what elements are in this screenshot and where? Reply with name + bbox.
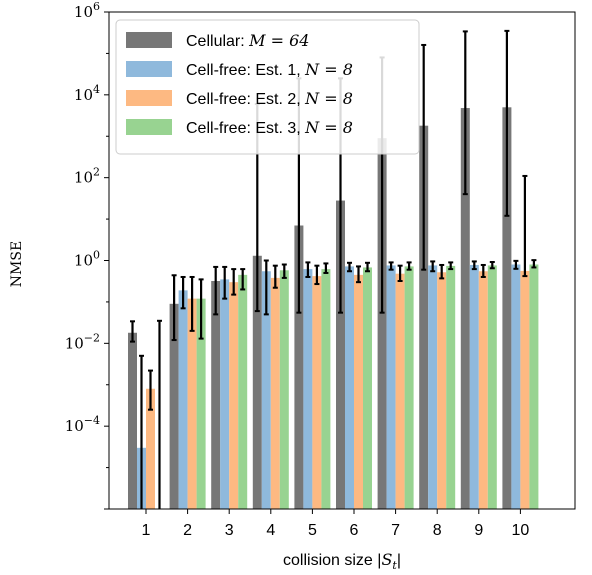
- y-tick-label-exponent: 4: [93, 83, 100, 96]
- bar-s4-c6: [363, 267, 372, 509]
- y-axis-label: NMSE: [9, 241, 25, 287]
- y-tick-label-base: 10: [74, 86, 93, 104]
- bar-s3-c5: [312, 276, 322, 509]
- bar-s4-c5: [321, 269, 331, 509]
- bar-s1-c3: [211, 281, 221, 509]
- legend-label-text: Cellular:: [186, 33, 249, 50]
- y-tick-label-exponent: −4: [84, 414, 100, 427]
- y-tick-label-exponent: 2: [93, 166, 100, 179]
- legend-label-2: Cell-free: Est. 1, N = 8: [186, 60, 353, 79]
- y-tick-label-exponent: 6: [93, 0, 100, 13]
- x-tick-label: 10: [512, 522, 530, 539]
- x-axis-label-text: collision size |: [283, 552, 381, 569]
- legend-swatch-1: [126, 32, 172, 48]
- bar-s3-c4: [270, 277, 280, 509]
- legend-label-text: Cell-free: Est. 2,: [186, 91, 305, 108]
- y-tick-label: 104: [74, 83, 100, 104]
- bar-s1-c7: [377, 138, 387, 509]
- legend-label-4: Cell-free: Est. 3, N = 8: [186, 118, 353, 137]
- x-axis-label-subscript: t: [392, 559, 397, 572]
- bar-s2-c5: [303, 269, 313, 509]
- bar-s1-c6: [336, 200, 345, 509]
- bar-s2-c9: [469, 264, 479, 509]
- legend-label-math: N = 8: [304, 89, 353, 108]
- bar-s2-c2: [178, 290, 188, 509]
- y-tick-label-base: 10: [74, 3, 93, 21]
- bar-s3-c7: [395, 273, 405, 509]
- y-tick-label: 102: [74, 166, 100, 187]
- bar-s4-c4: [279, 270, 289, 509]
- bar-s3-c3: [229, 282, 239, 509]
- x-axis-label-close: |: [397, 552, 401, 569]
- y-tick-label-base: 10: [65, 334, 84, 352]
- bar-s2-c4: [261, 271, 271, 509]
- y-tick-label-exponent: −2: [84, 331, 100, 344]
- legend-label-math: M = 64: [248, 31, 309, 50]
- x-tick-label: 9: [474, 522, 483, 539]
- y-tick-label: 10−4: [65, 414, 100, 435]
- x-tick-label: 1: [142, 522, 151, 539]
- bar-s1-c5: [294, 225, 304, 509]
- bar-s3-c9: [478, 271, 488, 509]
- x-axis-label: collision size |St|: [283, 550, 401, 572]
- bar-s3-c10: [520, 270, 530, 509]
- y-tick-label: 10−2: [65, 331, 100, 352]
- bar-s2-c10: [511, 264, 521, 509]
- bar-s3-c2: [187, 298, 197, 509]
- bar-s2-c7: [386, 265, 396, 509]
- bar-s2-c8: [428, 265, 438, 509]
- bars-layer: [128, 107, 539, 510]
- bar-s4-c9: [487, 265, 497, 509]
- bar-s4-c7: [404, 266, 414, 509]
- x-tick-label: 5: [308, 522, 317, 539]
- bar-s1-c4: [252, 255, 262, 509]
- legend-swatch-3: [126, 90, 172, 106]
- bar-s2-c3: [220, 279, 230, 509]
- x-tick-label: 3: [225, 522, 234, 539]
- x-tick-label: 2: [183, 522, 192, 539]
- legend-label-math: N = 8: [304, 60, 353, 79]
- y-tick-label-base: 10: [74, 252, 93, 270]
- bar-s4-c8: [446, 265, 456, 509]
- legend-label-text: Cell-free: Est. 1,: [186, 62, 305, 79]
- y-tick-label-base: 10: [74, 169, 93, 187]
- bar-s4-c3: [238, 274, 248, 509]
- bar-s4-c2: [196, 298, 206, 509]
- bar-s4-c10: [529, 264, 539, 509]
- bar-s1-c2: [169, 303, 179, 509]
- bar-s2-c6: [345, 266, 354, 509]
- legend: Cellular: M = 64 Cell-free: Est. 1, N = 8…: [115, 19, 420, 155]
- x-tick-label: 8: [433, 522, 442, 539]
- legend-label-text: Cell-free: Est. 3,: [186, 120, 305, 137]
- bar-s1-c9: [460, 108, 470, 509]
- bar-s3-c1: [146, 388, 155, 509]
- legend-box: [115, 19, 420, 155]
- y-tick-label-exponent: 0: [93, 249, 100, 262]
- bar-s1-c8: [419, 125, 429, 510]
- x-tick-label: 7: [391, 522, 400, 539]
- legend-label-3: Cell-free: Est. 2, N = 8: [186, 89, 353, 108]
- legend-label-math: N = 8: [304, 118, 353, 137]
- bar-s1-c1: [128, 332, 137, 509]
- bar-s3-c6: [354, 274, 363, 509]
- bar-s1-c10: [502, 107, 512, 510]
- y-tick-label: 100: [74, 249, 100, 270]
- x-axis-label-symbol: S: [381, 550, 392, 569]
- legend-swatch-4: [126, 119, 172, 135]
- bar-s3-c8: [437, 272, 447, 509]
- legend-label-1: Cellular: M = 64: [186, 31, 309, 50]
- x-tick-label: 6: [350, 522, 359, 539]
- x-tick-label: 4: [266, 522, 275, 539]
- y-tick-label: 106: [74, 0, 100, 21]
- legend-swatch-2: [126, 61, 172, 77]
- y-tick-label-base: 10: [65, 417, 84, 435]
